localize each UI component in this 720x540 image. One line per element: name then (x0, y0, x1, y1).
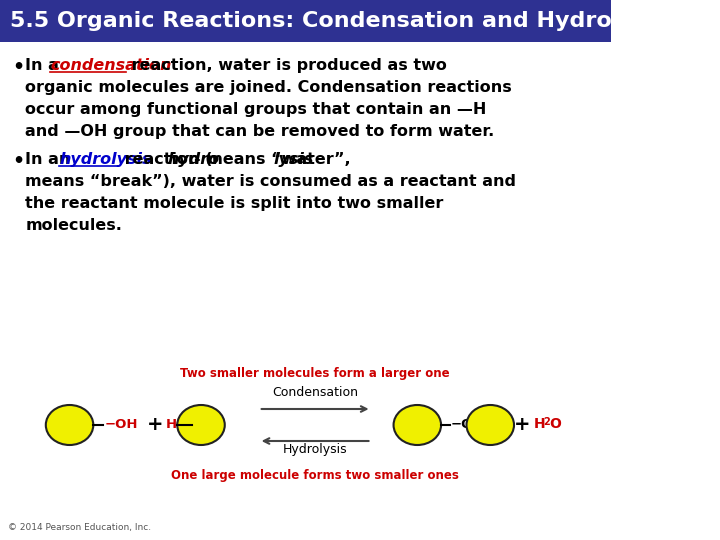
Ellipse shape (467, 405, 514, 445)
Text: condensation: condensation (50, 58, 171, 73)
Ellipse shape (46, 405, 94, 445)
Ellipse shape (177, 405, 225, 445)
Text: hydrolysis: hydrolysis (59, 152, 152, 167)
Text: the reactant molecule is split into two smaller: the reactant molecule is split into two … (25, 196, 444, 211)
Text: Condensation: Condensation (272, 386, 358, 399)
Text: © 2014 Pearson Education, Inc.: © 2014 Pearson Education, Inc. (9, 523, 152, 532)
Text: reaction (: reaction ( (119, 152, 212, 167)
Text: - means “water”,: - means “water”, (194, 152, 356, 167)
Text: −OH: −OH (104, 417, 138, 430)
Text: •: • (12, 152, 24, 171)
Text: Two smaller molecules form a larger one: Two smaller molecules form a larger one (180, 367, 450, 380)
Text: 2: 2 (544, 417, 551, 427)
Text: In a: In a (25, 58, 65, 73)
FancyBboxPatch shape (0, 0, 611, 42)
Text: lysis: lysis (274, 152, 315, 167)
Text: and —OH group that can be removed to form water.: and —OH group that can be removed to for… (25, 124, 495, 139)
Text: reaction, water is produced as two: reaction, water is produced as two (127, 58, 447, 73)
Text: H: H (534, 417, 545, 431)
Text: 5.5 Organic Reactions: Condensation and Hydrolysis: 5.5 Organic Reactions: Condensation and … (10, 11, 668, 31)
Text: occur among functional groups that contain an —H: occur among functional groups that conta… (25, 102, 487, 117)
Text: Hydrolysis: Hydrolysis (283, 443, 348, 456)
Text: organic molecules are joined. Condensation reactions: organic molecules are joined. Condensati… (25, 80, 512, 95)
Text: In an: In an (25, 152, 76, 167)
Text: One large molecule forms two smaller ones: One large molecule forms two smaller one… (171, 469, 459, 482)
Text: means “break”), water is consumed as a reactant and: means “break”), water is consumed as a r… (25, 174, 516, 189)
Text: −O−: −O− (451, 417, 484, 430)
Text: •: • (12, 58, 24, 77)
Text: +: + (147, 415, 163, 435)
Text: +: + (514, 415, 531, 435)
Text: HO−: HO− (166, 417, 199, 430)
Ellipse shape (394, 405, 441, 445)
Text: molecules.: molecules. (25, 218, 122, 233)
Text: O: O (549, 417, 562, 431)
Text: hydro: hydro (167, 152, 219, 167)
